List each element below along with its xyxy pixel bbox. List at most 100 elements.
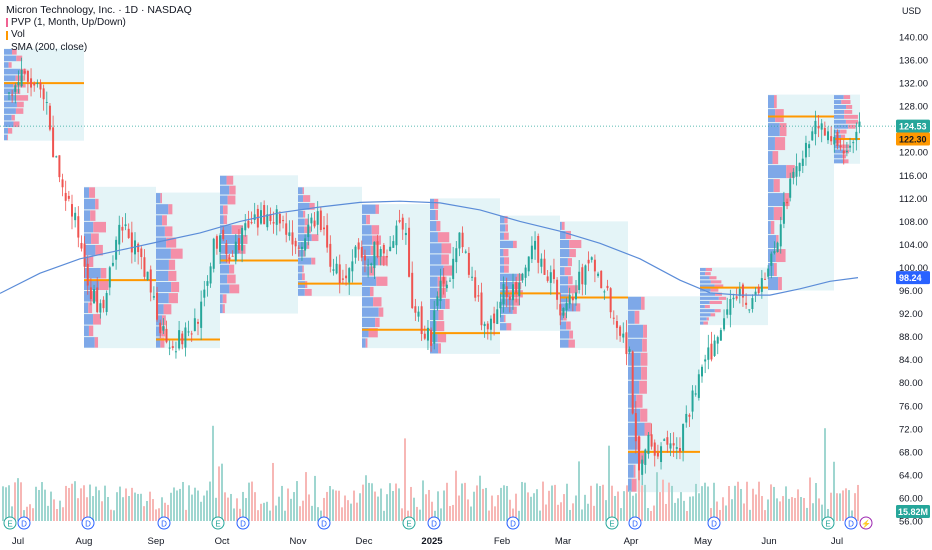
volume-profile-bar [700,317,707,321]
x-tick-label: Sep [148,536,165,547]
candle-body [86,263,89,286]
volume-profile-bar [84,279,100,291]
volume-bar [239,508,241,521]
volume-bar [617,491,619,521]
candle-body [323,227,325,230]
volume-profile-bar [4,55,17,62]
volume-profile-bar [298,288,305,296]
candle-body [8,92,10,94]
volume-bar [44,489,46,521]
candle-body [168,347,171,349]
volume-bar [50,491,52,521]
volume-bar [707,486,709,521]
volume-bar [308,494,310,521]
volume-profile-bar [222,304,225,314]
volume-bar [200,501,202,521]
volume-bar [62,507,64,521]
volume-profile-bar [156,326,162,337]
volume-profile-bar [568,276,573,285]
candle-body [71,204,73,217]
pvp-legend[interactable]: PVP (1, Month, Up/Down) [11,16,126,28]
candle-body [58,155,61,178]
volume-bar [332,489,334,521]
volume-profile-bar [718,296,727,300]
volume-bar [593,505,595,521]
volume-profile-bar [575,303,581,312]
y-tick-label: 108.00 [899,217,928,228]
volume-bar [560,502,562,521]
volume-bar [596,483,598,521]
volume-bar [53,499,55,521]
candle-body [723,318,726,330]
candle-body [313,220,316,227]
event-marker-icon [402,516,416,530]
volume-profile-bar [220,205,224,215]
event-marker-label: D [85,520,91,529]
volume-profile-bar [500,240,514,249]
volume-profile-bar [156,315,163,326]
candle-body [647,434,650,454]
candle-body [367,264,370,266]
candle-body [663,439,666,441]
candle-body [300,246,303,250]
volume-profile-bar [311,234,319,242]
candle-body [638,436,640,471]
volume-profile-bar [560,312,564,321]
volume-bar [803,497,805,521]
y-tick-label: 84.00 [899,355,923,366]
volume-profile-bar [220,225,232,235]
volume-bar [623,491,625,521]
candle-body [726,309,729,315]
candle-body [404,232,407,236]
x-tick-label: Dec [356,536,373,547]
volume-bar [767,499,769,521]
last-price-badge-text: 124.53 [899,122,927,132]
candle-body [36,82,39,84]
sma-legend[interactable]: SMA (200, close) [11,41,88,53]
volume-bar [848,490,850,521]
volume-bar [632,495,634,521]
candle-body [489,318,492,330]
volume-bar [68,487,70,521]
volume-bar [653,505,655,521]
volume-profile-bar [373,297,382,307]
candle-body [426,327,429,341]
volume-bar [518,510,520,521]
volume-profile-bar [156,281,172,293]
volume-bar [587,503,589,521]
volume-profile-bar [430,287,438,298]
volume-profile-bar [227,195,236,205]
candle-body [345,275,348,279]
volume-bar [386,494,388,521]
volume-profile-bar [375,317,380,328]
volume-bar [83,485,85,521]
candle-body [61,179,64,188]
candle-body [808,144,811,149]
candle-body [282,220,285,222]
volume-bar [800,497,802,521]
volume-profile-bar [362,328,369,338]
candle-body [297,247,300,249]
volume-bar [731,499,733,521]
candle-body [845,151,848,153]
volume-bar [38,489,40,521]
volume-profile-bar [84,244,96,256]
volume-bar [407,510,409,521]
candle-body [597,273,600,276]
candle-body [543,258,546,275]
currency-label[interactable]: USD [902,6,922,16]
candle-body [26,70,29,82]
volume-profile-bar [700,309,715,313]
candle-body [713,340,716,356]
candle-body [45,102,48,104]
candle-body [467,252,470,275]
vol-legend[interactable]: Vol [11,29,25,40]
candle-body [401,217,404,230]
candle-body [102,299,105,309]
volume-bar [626,485,628,521]
volume-profile-bar [504,265,509,273]
candle-body [540,258,543,267]
candle-body [319,210,322,230]
volume-profile-bar [298,226,305,234]
